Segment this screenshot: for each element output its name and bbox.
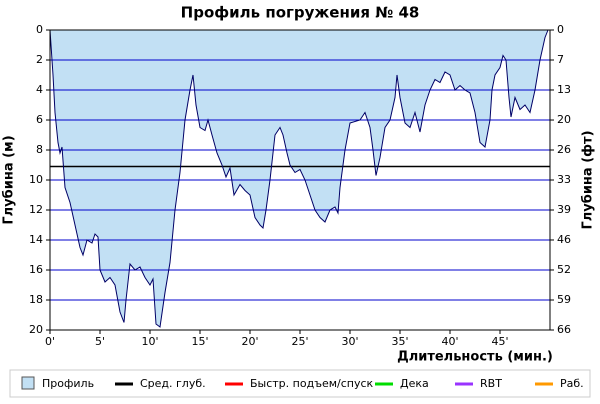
legend-swatch	[21, 376, 35, 390]
y2-tick-label: 39	[557, 203, 571, 216]
y-tick-label: 18	[29, 293, 43, 306]
profile-line	[49, 29, 549, 328]
area	[50, 30, 548, 327]
chart-title: Профиль погружения № 48	[181, 4, 420, 22]
x-tick-label: 20'	[241, 335, 258, 348]
y2-tick-label: 7	[557, 53, 564, 66]
y2-tick-label: 26	[557, 143, 571, 156]
y2-axis-label: Глубина (фт)	[581, 130, 596, 229]
y-tick-label: 14	[29, 233, 43, 246]
y-tick-label: 20	[29, 323, 43, 336]
y-tick-label: 0	[36, 23, 43, 36]
y2-tick-label: 46	[557, 233, 571, 246]
y-tick-label: 2	[36, 53, 43, 66]
y2-tick-label: 33	[557, 173, 571, 186]
y-tick-label: 8	[36, 143, 43, 156]
x-tick-label: 30'	[341, 335, 358, 348]
y-tick-label: 10	[29, 173, 43, 186]
y-axis-label: Глубина (м)	[2, 135, 17, 224]
x-tick-label: 15'	[191, 335, 208, 348]
x-axis-label: Длительность (мин.)	[397, 350, 553, 365]
x-tick-label: 5'	[95, 335, 105, 348]
legend-label: Раб.	[560, 377, 584, 390]
x-tick-label: 35'	[391, 335, 408, 348]
x-tick-label: 10'	[141, 335, 158, 348]
y2-tick-label: 52	[557, 263, 571, 276]
legend-label: RBT	[480, 377, 502, 390]
legend-box	[9, 369, 591, 398]
x-tick-label: 0'	[45, 335, 55, 348]
y2-tick-label: 13	[557, 83, 571, 96]
legend-label: Дека	[400, 377, 429, 390]
x-tick-label: 25'	[291, 335, 308, 348]
legend-label: Профиль	[42, 377, 94, 390]
x-tick-label: 45'	[491, 335, 508, 348]
y-tick-label: 6	[36, 113, 43, 126]
legend-label: Сред. глуб.	[140, 377, 206, 390]
y2-tick-label: 59	[557, 293, 571, 306]
y-tick-label: 4	[36, 83, 43, 96]
y2-tick-label: 66	[557, 323, 571, 336]
y-tick-label: 16	[29, 263, 43, 276]
y2-tick-label: 20	[557, 113, 571, 126]
x-tick-label: 40'	[441, 335, 458, 348]
legend-label: Быстр. подъем/спуск	[250, 377, 374, 390]
y-tick-label: 12	[29, 203, 43, 216]
y2-tick-label: 0	[557, 23, 564, 36]
